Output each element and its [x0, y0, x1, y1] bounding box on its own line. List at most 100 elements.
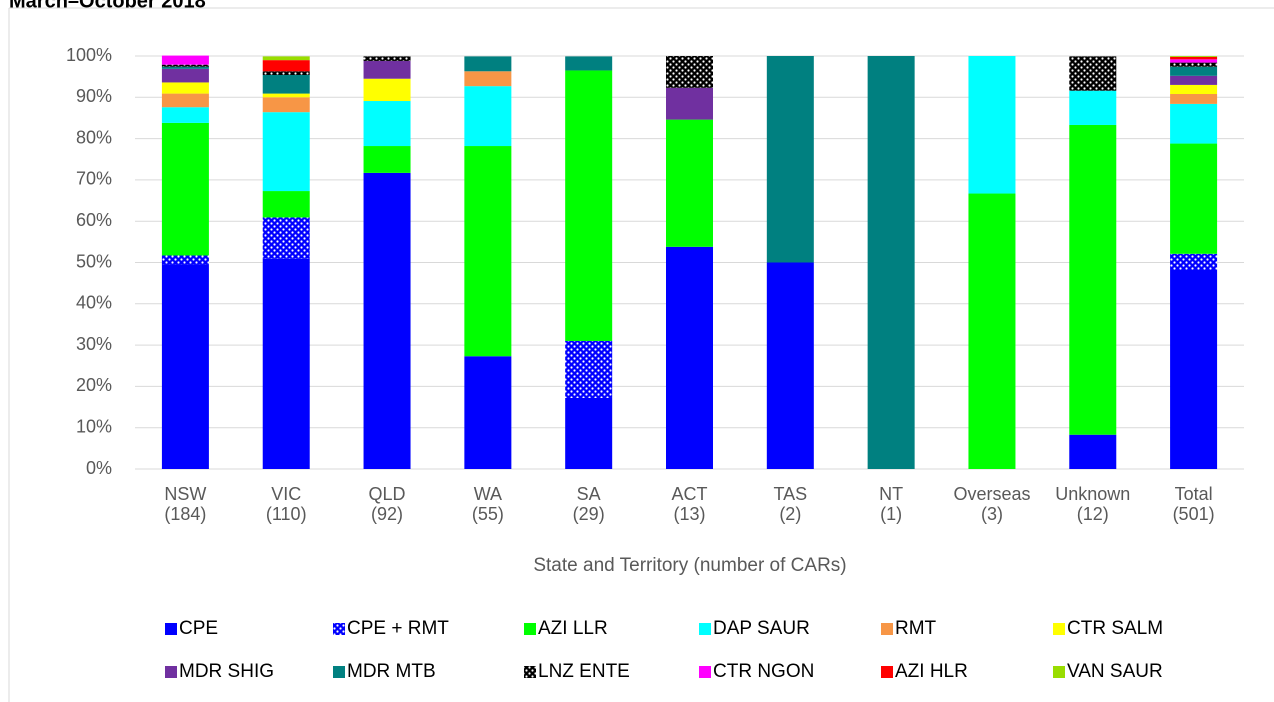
bar-segment — [666, 87, 713, 120]
bar-segment — [1170, 269, 1218, 469]
bar-segment — [161, 66, 209, 69]
legend-label: CTR SALM — [1067, 618, 1163, 639]
bar-segment — [464, 56, 512, 72]
y-tick-label: 0% — [86, 458, 112, 478]
bar-segment — [565, 397, 613, 469]
bar-segment — [363, 172, 411, 469]
bar-segment — [262, 258, 310, 469]
bar-segment — [1170, 93, 1218, 104]
y-tick-label: 40% — [76, 293, 112, 313]
bar-segment — [161, 82, 209, 94]
x-tick-label: (110) — [266, 504, 307, 524]
bar-segment — [1170, 62, 1218, 67]
bar-segment — [867, 56, 915, 469]
bar-segment — [565, 340, 613, 398]
bar-segment — [565, 56, 613, 71]
bar-segment — [262, 97, 310, 113]
bar-segment — [1170, 56, 1218, 57]
y-tick-label: 100% — [66, 45, 112, 65]
bar-segment — [262, 93, 310, 98]
legend-swatch — [1053, 623, 1065, 635]
legend-label: AZI HLR — [895, 661, 968, 682]
chart-title: March–October 2018 — [9, 0, 206, 12]
bar-segment — [1069, 56, 1117, 91]
bar-segment — [464, 86, 512, 147]
x-tick-label: VIC — [271, 484, 301, 504]
legend-swatch — [333, 666, 345, 678]
legend-label: DAP SAUR — [713, 618, 810, 639]
bar-segment — [1069, 434, 1117, 469]
legend-label: RMT — [895, 618, 937, 639]
legend-swatch — [165, 666, 177, 678]
bar-segment — [464, 146, 512, 357]
bar-segment — [666, 119, 713, 247]
bar-segment — [1170, 75, 1218, 85]
x-tick-label: (184) — [164, 504, 206, 524]
bar-segment — [161, 55, 209, 65]
bar-segment — [363, 146, 411, 173]
bar-segment — [262, 112, 310, 192]
bar-segment — [363, 56, 411, 61]
bar-segment — [363, 60, 411, 79]
bar-segment — [666, 246, 713, 469]
x-tick-label: (12) — [1077, 504, 1109, 524]
legend-label: CPE + RMT — [347, 618, 449, 639]
bar-segment — [766, 262, 814, 469]
bar-segment — [1170, 103, 1218, 144]
x-tick-label: Unknown — [1055, 484, 1130, 504]
legend-label: AZI LLR — [538, 618, 608, 639]
bar-segment — [161, 264, 209, 469]
x-tick-label: Total — [1175, 484, 1213, 504]
bar-segment — [565, 70, 613, 341]
bar-segment — [1170, 253, 1218, 270]
bar-segment — [1170, 84, 1218, 94]
x-tick-label: NT — [879, 484, 903, 504]
bar-segment — [1069, 90, 1117, 125]
x-tick-label: Overseas — [953, 484, 1030, 504]
x-tick-label: WA — [474, 484, 502, 504]
x-tick-label: (13) — [673, 504, 705, 524]
bar-segment — [262, 60, 310, 72]
bar-segment — [1170, 66, 1218, 76]
legend-label: LNZ ENTE — [538, 661, 630, 682]
y-tick-label: 20% — [76, 375, 112, 395]
x-tick-label: (3) — [981, 504, 1003, 524]
x-tick-label: (92) — [371, 504, 403, 524]
x-tick-label: (55) — [472, 504, 504, 524]
legend-label: MDR MTB — [347, 661, 436, 682]
x-tick-label: ACT — [672, 484, 708, 504]
bar-segment — [1170, 59, 1218, 63]
bar-segment — [968, 193, 1016, 470]
x-tick-label: QLD — [369, 484, 406, 504]
x-tick-label: (2) — [779, 504, 801, 524]
legend-label: CTR NGON — [713, 661, 814, 682]
legend-swatch — [699, 666, 711, 678]
bar-segment — [161, 64, 209, 67]
bar-segment — [363, 78, 411, 102]
bar-segment — [363, 101, 411, 147]
legend-swatch — [1053, 666, 1065, 678]
y-tick-label: 70% — [76, 169, 112, 189]
bar-segment — [666, 56, 713, 88]
bar-segment — [968, 56, 1016, 194]
x-tick-label: (501) — [1173, 504, 1215, 524]
legend-swatch — [165, 623, 177, 635]
bar-segment — [1170, 143, 1218, 254]
bar-segment — [161, 122, 209, 256]
y-tick-label: 30% — [76, 334, 112, 354]
bar-segment — [1170, 56, 1218, 60]
bar-segment — [161, 68, 209, 83]
bar-segment — [262, 71, 310, 75]
bar-segment — [161, 93, 209, 108]
legend-swatch — [333, 623, 345, 635]
legend-swatch — [881, 623, 893, 635]
legend-swatch — [881, 666, 893, 678]
x-tick-label: TAS — [773, 484, 807, 504]
x-tick-label: (1) — [880, 504, 902, 524]
legend-label: VAN SAUR — [1067, 661, 1163, 682]
bar-segment — [464, 356, 512, 469]
bar-segment — [262, 217, 310, 259]
y-tick-label: 60% — [76, 210, 112, 230]
bar-segment — [262, 56, 310, 61]
